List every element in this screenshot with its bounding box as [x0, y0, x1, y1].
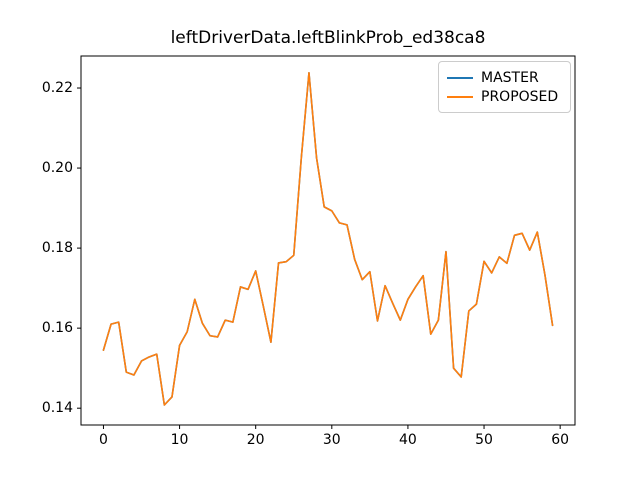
legend-label-master: MASTER — [481, 69, 539, 86]
y-tick-label: 0.14 — [41, 400, 73, 417]
y-tick-label: 0.16 — [41, 320, 73, 337]
x-tick-label: 10 — [170, 432, 189, 448]
x-tick-label: 30 — [322, 432, 341, 448]
y-tick-label: 0.20 — [41, 160, 73, 177]
x-tick-label: 20 — [246, 432, 265, 448]
x-tick-label: 60 — [551, 432, 570, 448]
series-line-master — [102, 72, 554, 406]
chart-title: leftDriverData.leftBlinkProb_ed38ca8 — [170, 28, 486, 48]
series-line-proposed — [102, 72, 554, 406]
y-tick-label: 0.18 — [41, 240, 73, 257]
x-tick-label: 40 — [399, 432, 417, 448]
legend-entry-proposed: PROPOSED — [447, 87, 562, 106]
legend-entry-master: MASTER — [447, 68, 562, 87]
x-tick-label: 0 — [98, 432, 108, 448]
legend: MASTER PROPOSED — [438, 61, 571, 113]
x-tick-label: 50 — [475, 432, 493, 448]
proposed-line-swatch — [447, 95, 473, 98]
master-line-swatch — [447, 76, 473, 79]
legend-label-proposed: PROPOSED — [481, 88, 559, 105]
y-tick-label: 0.22 — [41, 80, 73, 97]
